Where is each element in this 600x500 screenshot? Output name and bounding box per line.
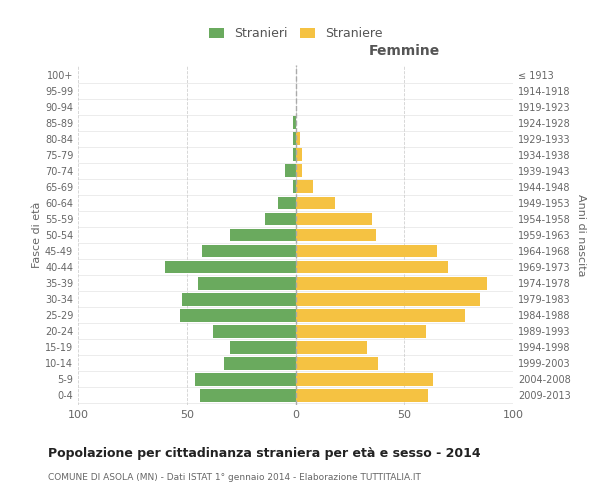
Bar bbox=[180, 309, 296, 322]
Bar bbox=[296, 276, 487, 289]
Bar bbox=[296, 309, 465, 322]
Bar bbox=[278, 196, 296, 209]
Text: Popolazione per cittadinanza straniera per età e sesso - 2014: Popolazione per cittadinanza straniera p… bbox=[48, 448, 481, 460]
Bar bbox=[296, 373, 433, 386]
Bar bbox=[296, 164, 302, 177]
Bar bbox=[165, 260, 296, 274]
Bar bbox=[296, 148, 302, 161]
Bar bbox=[296, 389, 428, 402]
Bar bbox=[296, 341, 367, 353]
Bar bbox=[213, 325, 296, 338]
Bar bbox=[284, 164, 296, 177]
Y-axis label: Anni di nascita: Anni di nascita bbox=[576, 194, 586, 276]
Bar bbox=[296, 180, 313, 194]
Bar bbox=[202, 244, 296, 258]
Text: Femmine: Femmine bbox=[368, 44, 440, 58]
Bar bbox=[296, 244, 437, 258]
Bar bbox=[230, 228, 296, 241]
Bar bbox=[296, 292, 481, 306]
Bar bbox=[296, 196, 335, 209]
Text: COMUNE DI ASOLA (MN) - Dati ISTAT 1° gennaio 2014 - Elaborazione TUTTITALIA.IT: COMUNE DI ASOLA (MN) - Dati ISTAT 1° gen… bbox=[48, 472, 421, 482]
Bar bbox=[197, 276, 296, 289]
Bar bbox=[200, 389, 296, 402]
Bar bbox=[293, 180, 296, 194]
Bar bbox=[182, 292, 296, 306]
Y-axis label: Fasce di età: Fasce di età bbox=[32, 202, 42, 268]
Legend: Stranieri, Straniere: Stranieri, Straniere bbox=[209, 27, 382, 40]
Bar bbox=[293, 116, 296, 129]
Bar bbox=[293, 132, 296, 145]
Bar bbox=[196, 373, 296, 386]
Bar bbox=[293, 148, 296, 161]
Bar bbox=[265, 212, 296, 226]
Bar bbox=[230, 341, 296, 353]
Bar bbox=[296, 260, 448, 274]
Bar bbox=[296, 357, 378, 370]
Bar bbox=[296, 228, 376, 241]
Bar bbox=[224, 357, 296, 370]
Bar bbox=[296, 325, 426, 338]
Bar bbox=[296, 132, 300, 145]
Bar bbox=[296, 212, 371, 226]
